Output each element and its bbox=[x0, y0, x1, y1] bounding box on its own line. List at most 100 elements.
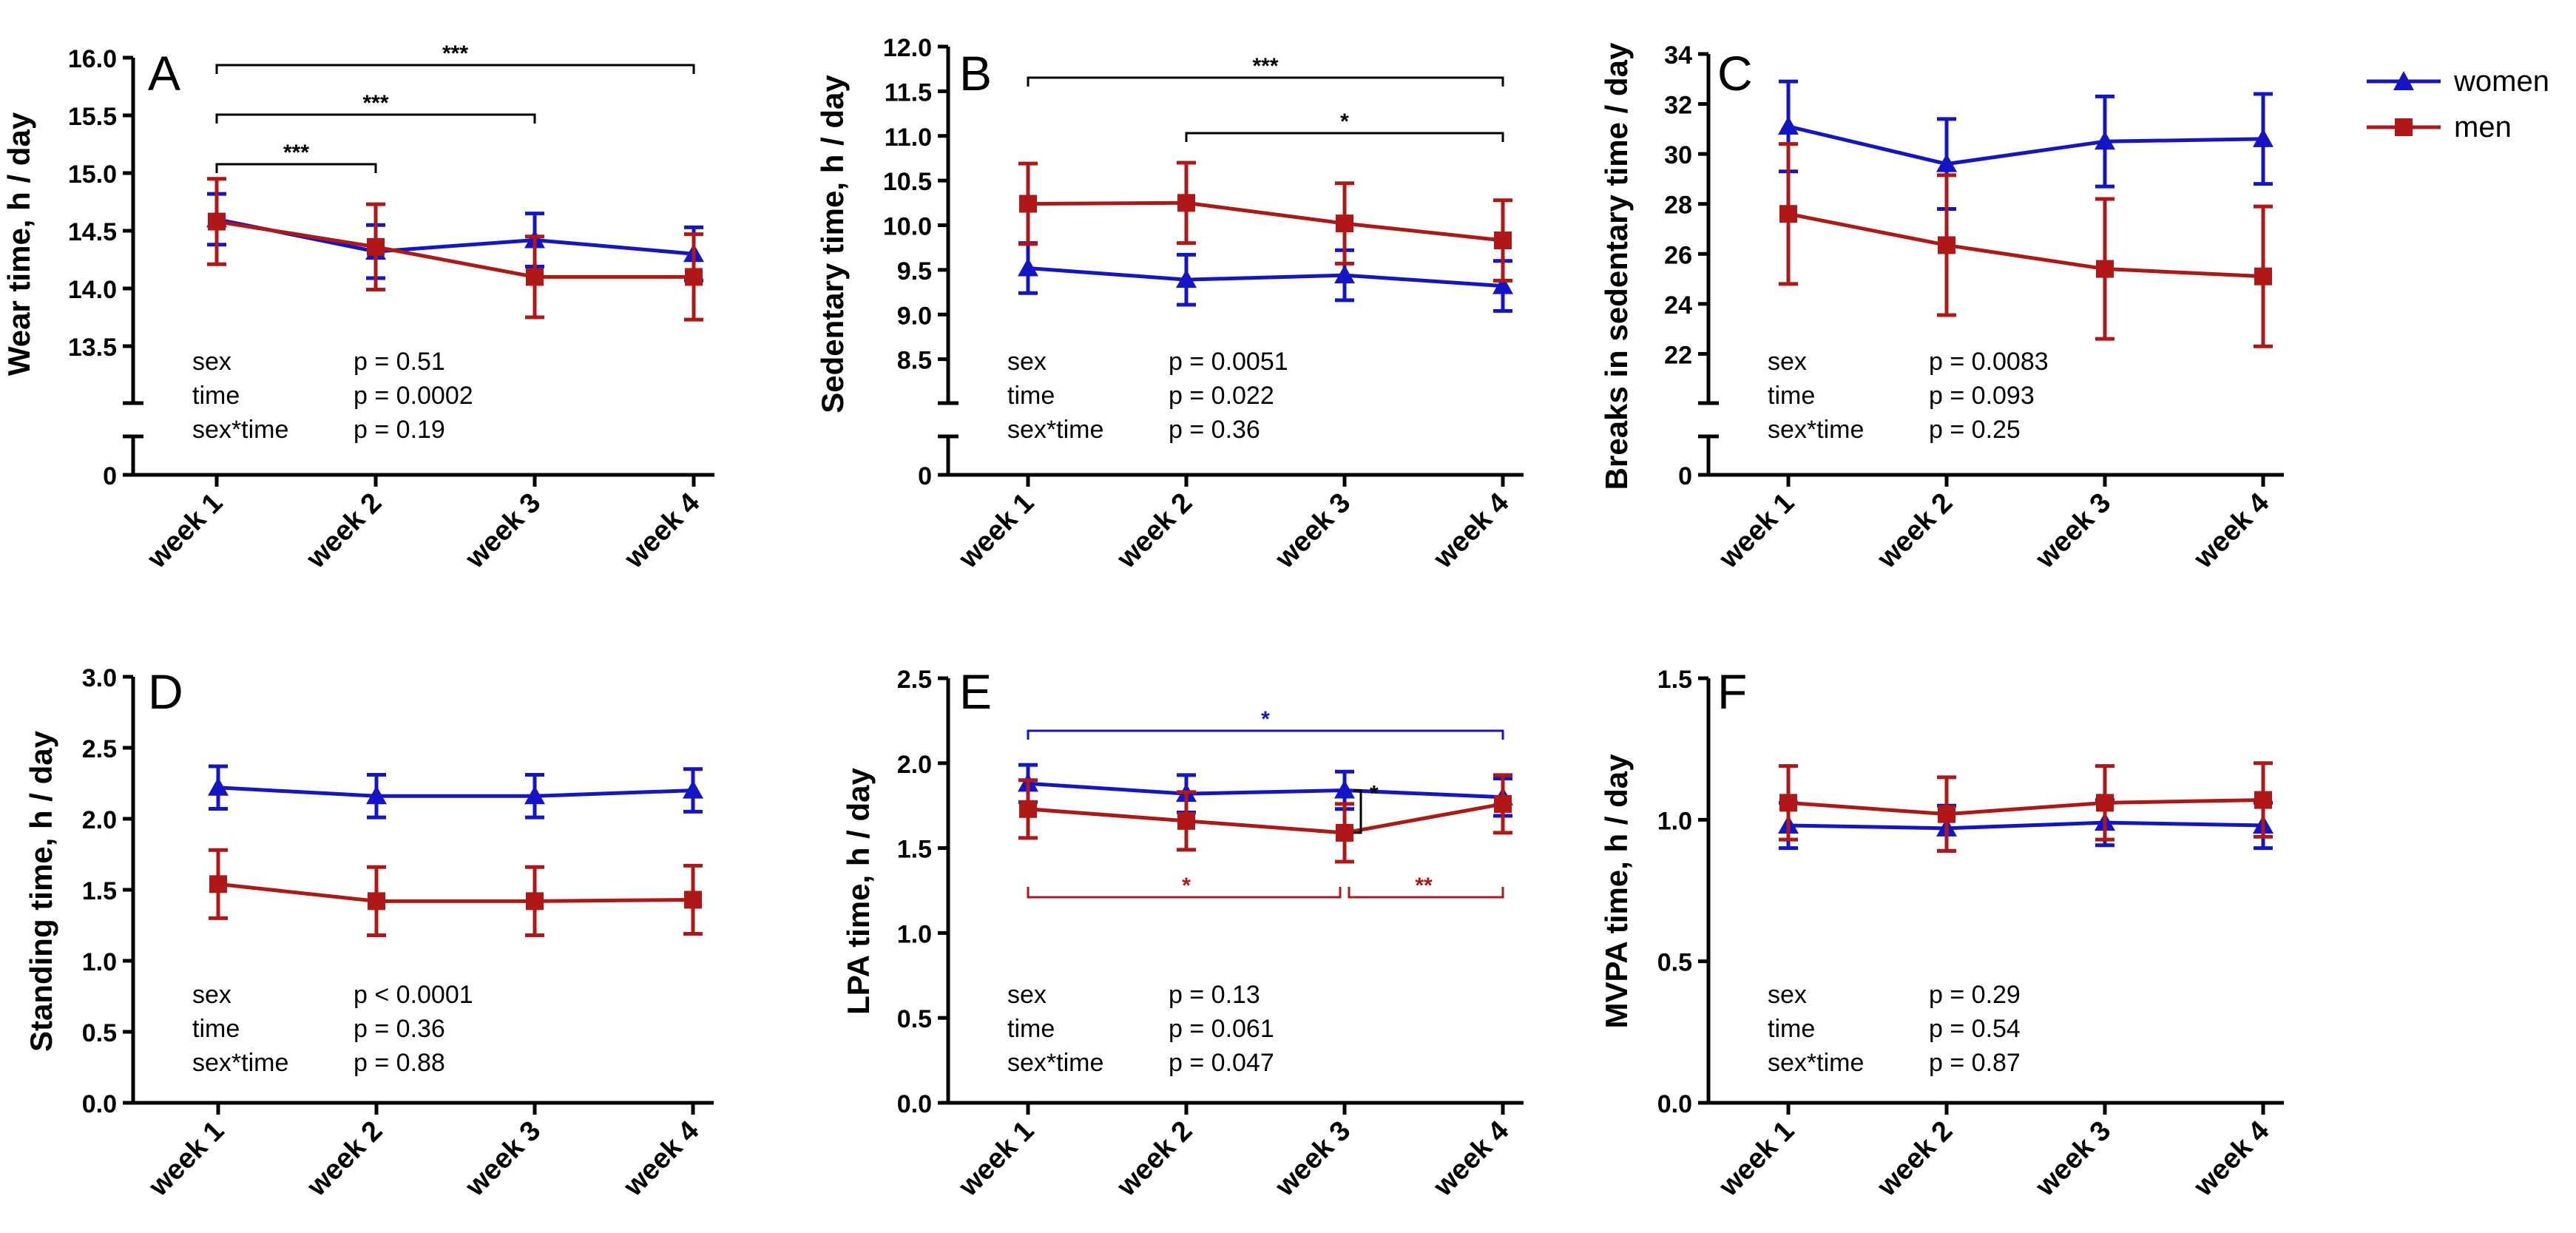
legend: women men bbox=[2367, 59, 2576, 155]
stat-term: sex*time bbox=[1007, 416, 1103, 444]
significance-bracket bbox=[215, 64, 695, 74]
stat-term: sex*time bbox=[192, 416, 288, 444]
x-tick-label: week 3 bbox=[459, 1115, 547, 1203]
stat-p-value: p = 0.87 bbox=[1929, 1049, 2021, 1077]
point-marker-triangle bbox=[2253, 128, 2274, 147]
stat-p-value: p = 0.0051 bbox=[1169, 348, 1288, 376]
series-line bbox=[216, 220, 694, 279]
point-marker-square bbox=[2096, 794, 2114, 812]
y-tick-label: 2.0 bbox=[82, 806, 117, 834]
y-tick-label: 0 bbox=[1678, 462, 1692, 490]
stat-term: time bbox=[1768, 1015, 1815, 1043]
series-men bbox=[1018, 773, 1512, 864]
point-marker-square bbox=[209, 875, 227, 893]
series-line bbox=[216, 217, 694, 256]
x-tick-label: week 4 bbox=[2188, 487, 2276, 575]
y-axis-label: Standing time, h / day bbox=[24, 730, 58, 1052]
series-men bbox=[1779, 142, 2273, 348]
x-tick-label: week 4 bbox=[1427, 487, 1515, 575]
stat-p-value: p = 0.13 bbox=[1169, 981, 1260, 1009]
series-line bbox=[1788, 124, 2264, 166]
x-tick-label: week 1 bbox=[143, 1115, 231, 1203]
series-women bbox=[206, 192, 704, 283]
stat-p-value: p = 0.36 bbox=[1169, 416, 1260, 444]
point-marker-triangle bbox=[1334, 780, 1355, 799]
x-tick-label: week 3 bbox=[1269, 1115, 1357, 1203]
y-tick-label: 14.0 bbox=[68, 276, 117, 304]
panel-letter: E bbox=[959, 664, 992, 719]
point-marker-square bbox=[2096, 260, 2114, 278]
significance-label: ** bbox=[1415, 874, 1433, 898]
series-men bbox=[1018, 161, 1512, 283]
legend-men-swatch bbox=[2367, 118, 2441, 136]
significance-bracket bbox=[1027, 729, 1504, 740]
stat-term: sex bbox=[192, 348, 231, 376]
panel-c: 0 34 32 30 28 26 24 22 week 1 week 2 week 3 week 4 B… bbox=[1599, 41, 2284, 575]
stat-term: time bbox=[1007, 382, 1055, 410]
panel-e: 2.5 2.0 1.5 1.0 0.5 0.0 week 1 week 2 week 3 week… bbox=[841, 664, 1524, 1203]
y-tick-label: 22 bbox=[1664, 341, 1692, 369]
x-tick-label: week 4 bbox=[1427, 1115, 1515, 1203]
stat-term: sex*time bbox=[1007, 1049, 1103, 1077]
point-marker-square bbox=[1019, 800, 1037, 818]
point-marker-square bbox=[1938, 236, 1955, 254]
point-marker-triangle bbox=[1334, 265, 1355, 284]
series-men bbox=[207, 177, 703, 322]
y-tick-label: 2.5 bbox=[82, 735, 117, 763]
significance-label: *** bbox=[442, 41, 468, 66]
significance-label: * bbox=[1261, 707, 1270, 732]
y-tick-label: 9.0 bbox=[897, 302, 932, 330]
stat-term: sex*time bbox=[1768, 416, 1864, 444]
y-tick-label: 32 bbox=[1664, 92, 1692, 120]
significance-bracket bbox=[215, 163, 377, 173]
stat-term: sex bbox=[192, 981, 231, 1009]
point-marker-square bbox=[2254, 791, 2272, 809]
stat-p-value: p = 0.0002 bbox=[354, 382, 473, 410]
x-tick-label: week 1 bbox=[141, 487, 229, 575]
significance-bracket bbox=[1185, 132, 1504, 142]
series-men bbox=[1779, 761, 2273, 853]
stat-p-value: p = 0.54 bbox=[1929, 1015, 2021, 1043]
stat-p-value: p < 0.0001 bbox=[354, 981, 473, 1009]
panel-letter: F bbox=[1717, 664, 1747, 719]
legend-women-label: women bbox=[2454, 64, 2549, 98]
stat-term: sex bbox=[1768, 981, 1807, 1009]
stat-p-value: p = 0.022 bbox=[1169, 382, 1274, 410]
y-tick-label: 11.5 bbox=[885, 78, 932, 107]
series-women bbox=[1018, 241, 1513, 313]
panel-letter: B bbox=[959, 46, 992, 101]
significance-bracket bbox=[1027, 887, 1342, 899]
y-tick-label: 11.0 bbox=[885, 124, 932, 152]
series-line bbox=[1027, 266, 1504, 288]
point-marker-square bbox=[367, 237, 385, 256]
stat-p-value: p = 0.51 bbox=[354, 348, 445, 376]
x-tick-label: week 2 bbox=[301, 1115, 389, 1203]
point-marker-triangle bbox=[1492, 275, 1513, 294]
y-tick-label: 0.0 bbox=[897, 1090, 932, 1118]
significance-label: * bbox=[1370, 782, 1379, 806]
y-tick-label: 0.5 bbox=[1657, 949, 1692, 977]
y-tick-label: 34 bbox=[1664, 41, 1692, 70]
stat-p-value: p = 0.88 bbox=[354, 1049, 445, 1077]
x-tick-label: week 3 bbox=[2029, 1115, 2117, 1203]
stat-p-value: p = 0.093 bbox=[1929, 382, 2035, 410]
panel-letter: A bbox=[148, 46, 180, 101]
point-marker-square bbox=[1336, 214, 1353, 233]
significance-label: * bbox=[1340, 109, 1349, 134]
stat-term: time bbox=[192, 1015, 240, 1043]
series-women bbox=[1018, 763, 1513, 818]
point-marker-triangle bbox=[208, 777, 229, 796]
y-tick-label: 0.5 bbox=[897, 1005, 932, 1033]
y-tick-label: 16.0 bbox=[68, 45, 117, 73]
y-tick-label: 1.0 bbox=[82, 948, 117, 976]
y-axis-label: LPA time, h / day bbox=[841, 768, 876, 1015]
stat-p-value: p = 0.047 bbox=[1169, 1049, 1274, 1077]
y-axis-label: MVPA time, h / day bbox=[1599, 754, 1634, 1029]
y-tick-label: 1.5 bbox=[1657, 666, 1692, 694]
y-tick-label: 13.5 bbox=[68, 334, 117, 362]
panel-b: 0 12.0 11.5 11.0 10.5 10.0 9.5 9.0 8.5 week 1 week… bbox=[815, 34, 1524, 575]
point-marker-square bbox=[368, 892, 385, 911]
stat-term: sex bbox=[1007, 348, 1047, 376]
y-tick-label: 10.0 bbox=[883, 213, 932, 241]
